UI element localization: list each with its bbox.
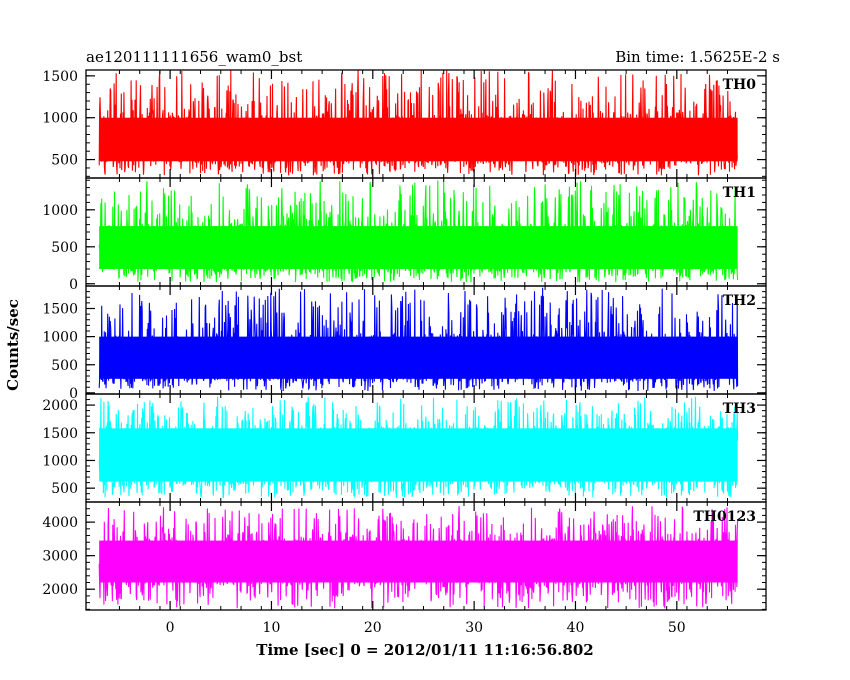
panel-label: TH0 <box>723 77 757 93</box>
series-trace <box>98 70 738 176</box>
panel-label: TH1 <box>723 185 756 201</box>
x-tick-label: 40 <box>567 620 585 636</box>
y-tick-label: 0 <box>69 386 78 402</box>
y-tick-label: 1500 <box>42 426 78 442</box>
series-trace <box>98 396 739 499</box>
x-tick-label: 10 <box>263 620 281 636</box>
panel-th0: 500 1000 1500 TH0 <box>42 69 767 179</box>
panel-label: TH0123 <box>693 509 756 525</box>
x-tick-label: 50 <box>668 620 686 636</box>
x-axis: 0 10 20 30 40 50 <box>166 620 686 636</box>
x-axis-title: Time [sec] 0 = 2012/01/11 11:16:56.802 <box>256 641 593 659</box>
chart-title-right: Bin time: 1.5625E-2 s <box>615 48 780 66</box>
y-tick-label: 3000 <box>42 549 78 565</box>
panel-stack: 500 1000 1500 TH0 0 500 1000 TH1 0 500 1000 1500 TH2… <box>42 69 767 611</box>
y-tick-label: 0 <box>69 277 78 293</box>
panel-label: TH2 <box>723 293 756 309</box>
y-tick-label: 500 <box>51 481 78 497</box>
y-axis-title: Counts/sec <box>4 299 22 391</box>
panel-th1: 0 500 1000 TH1 <box>42 177 767 293</box>
y-tick-label: 1000 <box>42 111 78 127</box>
series-trace <box>98 180 739 283</box>
y-tick-label: 1500 <box>42 302 78 318</box>
panel-th3: 500 1000 1500 2000 TH3 <box>42 393 767 503</box>
series-trace <box>98 287 739 392</box>
x-tick-label: 30 <box>465 620 483 636</box>
x-tick-label: 0 <box>166 620 175 636</box>
chart-title-left: ae120111111656_wam0_bst <box>86 48 302 66</box>
y-tick-label: 2000 <box>42 582 78 598</box>
series-trace <box>98 506 739 609</box>
panel-th0123: 2000 3000 4000 TH0123 <box>42 501 767 611</box>
panel-th2: 0 500 1000 1500 TH2 <box>42 285 767 402</box>
y-tick-label: 1500 <box>42 69 78 85</box>
y-tick-label: 500 <box>51 240 78 256</box>
panel-label: TH3 <box>723 401 756 417</box>
y-tick-label: 1000 <box>42 453 78 469</box>
x-tick-label: 20 <box>364 620 382 636</box>
y-tick-label: 1000 <box>42 203 78 219</box>
y-tick-label: 1000 <box>42 330 78 346</box>
y-tick-label: 4000 <box>42 515 78 531</box>
y-tick-label: 2000 <box>42 398 78 414</box>
y-tick-label: 500 <box>51 153 78 169</box>
y-tick-label: 500 <box>51 358 78 374</box>
